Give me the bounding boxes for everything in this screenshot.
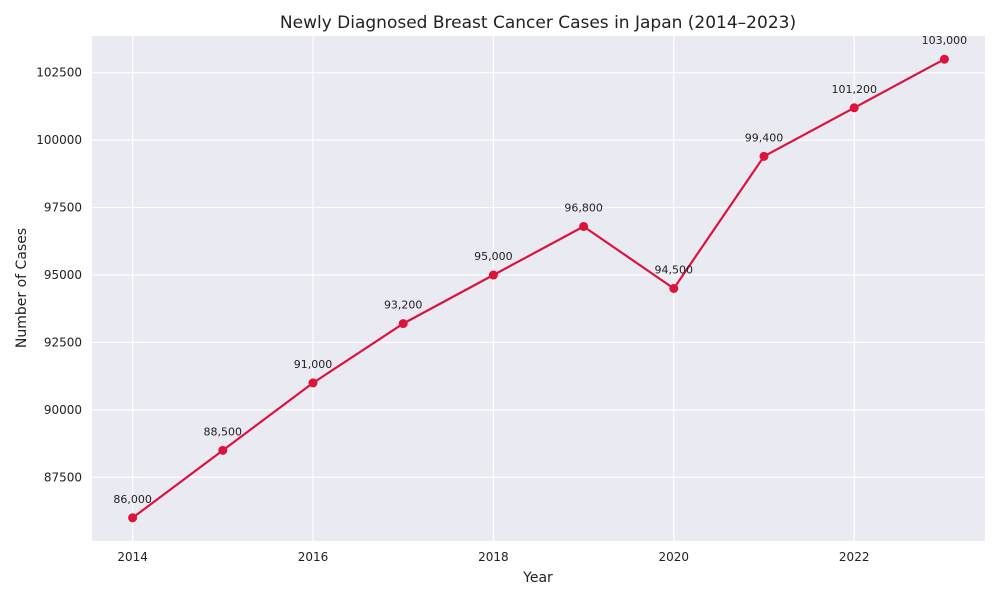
data-point (939, 54, 949, 64)
y-tick-label: 97500 (44, 201, 82, 215)
data-point (218, 445, 228, 455)
data-point (579, 221, 589, 231)
y-tick-label: 90000 (44, 403, 82, 417)
x-axis-ticks: 2014 2016 2018 2020 2022 (117, 550, 869, 564)
data-points (128, 54, 949, 523)
y-axis-ticks: 87500 90000 92500 95000 97500 100000 102500 (36, 66, 82, 485)
y-tick-label: 87500 (44, 470, 82, 484)
data-labels: 86,000 88,500 91,000 93,200 95,000 96,800 94,5… (113, 34, 967, 506)
data-label: 88,500 (204, 425, 243, 438)
data-label: 93,200 (384, 299, 423, 312)
data-point (849, 103, 859, 113)
y-tick-label: 95000 (44, 268, 82, 282)
data-label: 101,200 (831, 83, 877, 96)
data-point (669, 284, 679, 293)
data-label: 95,000 (474, 250, 513, 263)
data-label: 103,000 (922, 34, 968, 47)
x-tick-label: 2018 (478, 550, 509, 564)
data-label: 91,000 (294, 358, 333, 371)
data-label: 94,500 (655, 264, 694, 277)
data-point (128, 513, 138, 523)
x-axis-label: Year (522, 570, 553, 586)
grid (92, 36, 985, 541)
data-label: 86,000 (113, 493, 152, 506)
y-axis-label: Number of Cases (14, 228, 30, 348)
x-tick-label: 2014 (117, 550, 148, 564)
data-point (488, 270, 498, 280)
data-label: 96,800 (564, 201, 603, 214)
y-tick-label: 102500 (36, 66, 82, 80)
data-point (759, 151, 769, 161)
plot-area (92, 36, 985, 541)
series-line-layer (131, 58, 945, 519)
y-tick-label: 100000 (36, 133, 82, 147)
data-point (308, 378, 318, 388)
x-tick-label: 2016 (298, 550, 329, 564)
chart-title: Newly Diagnosed Breast Cancer Cases in J… (280, 13, 796, 33)
data-label: 99,400 (745, 131, 784, 144)
y-tick-label: 92500 (44, 335, 82, 349)
data-point (398, 319, 408, 329)
x-tick-label: 2022 (839, 550, 870, 564)
series-line (131, 58, 945, 519)
x-tick-label: 2020 (659, 550, 690, 564)
